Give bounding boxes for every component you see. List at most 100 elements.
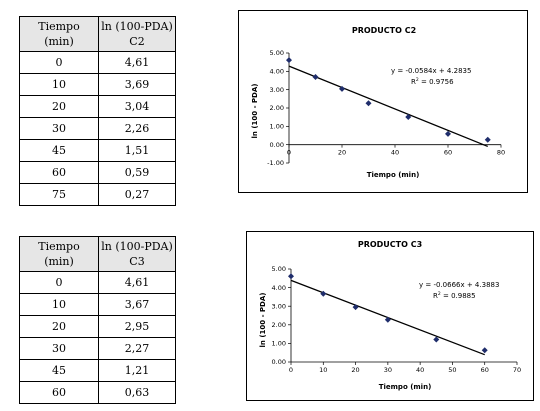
r-squared: R2 = 0.9885	[433, 291, 476, 300]
table-row: 30 2,27	[19, 337, 176, 360]
cell-time: 10	[19, 293, 99, 316]
data-point	[288, 273, 294, 280]
data-point	[433, 336, 440, 343]
y-axis-label: ln (100 - PDA)	[259, 293, 267, 348]
table-row: 10 3,69	[19, 73, 176, 96]
data-point	[405, 113, 412, 120]
table-row: 60 0,63	[19, 381, 176, 404]
cell-time: 45	[19, 139, 99, 162]
data-point	[445, 130, 451, 137]
chart-svg: PRODUCTO C3 0.00 1.00 2.00 3.00 4.00 5.00 0 10 2…	[259, 240, 521, 391]
data-point	[384, 316, 391, 323]
chart-producto-c2: PRODUCTO C2 -1.00 0.00 1.00 2.00 3.00 4.00 5.0…	[238, 10, 528, 193]
data-table-c2: Tiempo (min) ln (100-PDA) C2 0 4,61 10 3,6…	[19, 16, 176, 206]
x-tick-label: 60	[444, 149, 452, 157]
cell-time: 20	[19, 95, 99, 118]
x-axis-label: Tiempo (min)	[367, 171, 420, 179]
cell-time: 60	[19, 381, 99, 404]
cell-value: 2,27	[98, 337, 176, 360]
cell-time: 10	[19, 73, 99, 96]
data-point	[484, 136, 491, 143]
table-row: 10 3,67	[19, 293, 176, 316]
table-row: 30 2,26	[19, 117, 176, 140]
y-tick-label: 0.00	[272, 358, 286, 366]
y-tick-label: 4.00	[272, 284, 286, 292]
trend-line	[288, 65, 488, 148]
chart-svg: PRODUCTO C2 -1.00 0.00 1.00 2.00 3.00 4.00 5.0…	[251, 26, 505, 179]
x-tick-label: 10	[319, 366, 327, 374]
table-row: 0 4,61	[19, 51, 176, 74]
table-row: 20 3,04	[19, 95, 176, 118]
cell-time: 30	[19, 337, 99, 360]
cell-value: 2,26	[98, 117, 176, 140]
cell-time: 0	[19, 51, 99, 74]
data-table-c3: Tiempo (min) ln (100-PDA) C3 0 4,61 10 3,6…	[19, 236, 176, 404]
header-time: Tiempo (min)	[19, 236, 99, 272]
x-axis-label: Tiempo (min)	[379, 383, 432, 391]
cell-time: 60	[19, 161, 99, 184]
header-ln-pda: ln (100-PDA) C3	[98, 236, 176, 272]
data-point	[339, 85, 345, 92]
x-tick-label: 70	[513, 366, 521, 374]
y-tick-label: 4.00	[270, 68, 284, 76]
cell-value: 2,95	[98, 315, 176, 338]
table-header-row: Tiempo (min) ln (100-PDA) C3	[19, 236, 176, 272]
chart-title: PRODUCTO C2	[352, 26, 416, 35]
y-axis-label: ln (100 - PDA)	[251, 84, 259, 139]
x-tick-label: 80	[497, 149, 505, 157]
x-tick-label: 40	[416, 366, 424, 374]
x-tick-label: 20	[351, 366, 359, 374]
table-row: 75 0,27	[19, 183, 176, 206]
cell-value: 0,27	[98, 183, 176, 206]
cell-time: 45	[19, 359, 99, 382]
cell-value: 3,67	[98, 293, 176, 316]
header-time: Tiempo (min)	[19, 16, 99, 52]
r-squared: R2 = 0.9756	[411, 77, 454, 86]
cell-value: 1,21	[98, 359, 176, 382]
cell-value: 3,04	[98, 95, 176, 118]
y-tick-label: 2.00	[270, 104, 284, 112]
table-row: 20 2,95	[19, 315, 176, 338]
y-tick-label: 0.00	[270, 141, 284, 149]
chart-producto-c3: PRODUCTO C3 0.00 1.00 2.00 3.00 4.00 5.00 0 10 2…	[246, 231, 534, 401]
trend-equation: y = -0.0584x + 4.2835	[391, 67, 471, 75]
cell-value: 1,51	[98, 139, 176, 162]
data-point	[320, 290, 327, 297]
table-row: 60 0,59	[19, 161, 176, 184]
cell-value: 4,61	[98, 271, 176, 294]
table-row: 45 1,51	[19, 139, 176, 162]
cell-time: 30	[19, 117, 99, 140]
data-point	[286, 57, 292, 64]
y-tick-label: 2.00	[272, 321, 286, 329]
cell-value: 0,59	[98, 161, 176, 184]
y-tick-label: -1.00	[267, 159, 284, 167]
y-tick-label: 3.00	[270, 86, 284, 94]
x-tick-label: 50	[448, 366, 456, 374]
x-tick-label: 30	[384, 366, 392, 374]
cell-time: 75	[19, 183, 99, 206]
x-tick-label: 20	[338, 149, 346, 157]
y-tick-label: 3.00	[272, 302, 286, 310]
data-point	[312, 74, 319, 81]
header-ln-pda: ln (100-PDA) C2	[98, 16, 176, 52]
data-point	[352, 304, 359, 311]
table-header-row: Tiempo (min) ln (100-PDA) C2	[19, 16, 176, 52]
cell-time: 20	[19, 315, 99, 338]
data-point	[481, 347, 488, 354]
cell-value: 0,63	[98, 381, 176, 404]
table-row: 0 4,61	[19, 271, 176, 294]
y-tick-label: 5.00	[270, 49, 284, 57]
x-tick-label: 40	[391, 149, 399, 157]
x-tick-label: 60	[481, 366, 489, 374]
y-tick-label: 5.00	[272, 265, 286, 273]
y-tick-label: 1.00	[270, 123, 284, 131]
cell-value: 3,69	[98, 73, 176, 96]
chart-title: PRODUCTO C3	[358, 240, 422, 249]
trend-equation: y = -0.0666x + 4.3883	[419, 281, 499, 289]
table-row: 45 1,21	[19, 359, 176, 382]
y-tick-label: 1.00	[272, 340, 286, 348]
data-point	[365, 100, 372, 107]
x-tick-label: 0	[289, 366, 293, 374]
cell-value: 4,61	[98, 51, 176, 74]
cell-time: 0	[19, 271, 99, 294]
